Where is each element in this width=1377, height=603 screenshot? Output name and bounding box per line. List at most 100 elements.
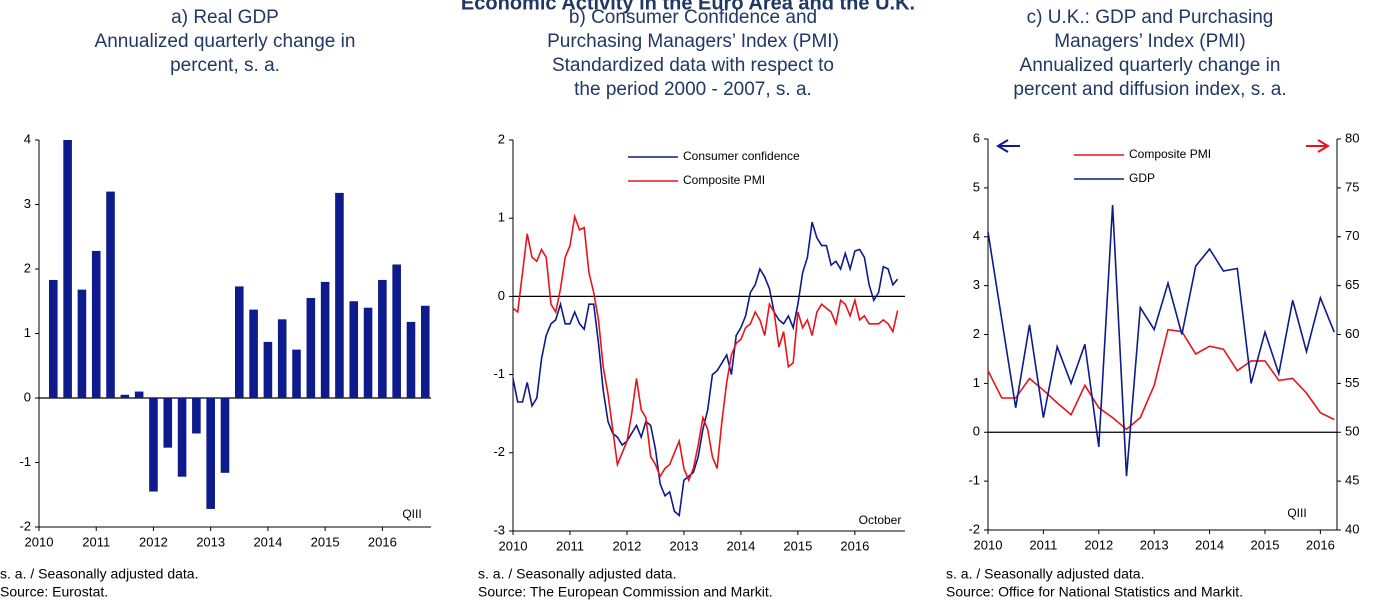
right-axis-arrow xyxy=(1306,139,1330,153)
chart-title: percent, s. a. xyxy=(170,55,280,76)
x-tick-label: 2010 xyxy=(974,537,1003,552)
bar xyxy=(77,289,87,398)
x-tick-label: 2016 xyxy=(840,538,869,553)
footnote: s. a. / Seasonally adjusted data. xyxy=(478,566,676,582)
y-tick-label: 1 xyxy=(498,210,505,225)
x-tick-label: 2014 xyxy=(726,538,755,553)
footnote: Source: Office for National Statistics a… xyxy=(946,584,1243,600)
annotation: QIII xyxy=(402,507,421,521)
legend-label: GDP xyxy=(1129,171,1155,185)
y2-tick-label: 55 xyxy=(1345,375,1359,390)
bar xyxy=(177,398,187,477)
bar xyxy=(292,349,301,398)
y-tick-label: 5 xyxy=(973,179,980,194)
y-tick-label: -2 xyxy=(493,444,505,459)
bar xyxy=(134,391,144,398)
y-tick-label: 3 xyxy=(973,277,980,292)
bar xyxy=(306,298,316,398)
x-tick-label: 2015 xyxy=(783,538,812,553)
bar xyxy=(120,394,130,398)
chart-title: Purchasing Managers’ Index (PMI) xyxy=(547,31,839,52)
x-tick-label: 2015 xyxy=(311,534,340,549)
footnote: s. a. / Seasonally adjusted data. xyxy=(0,566,198,582)
x-tick-label: 2010 xyxy=(25,534,54,549)
x-tick-label: 2015 xyxy=(1251,537,1280,552)
left-axis-arrow xyxy=(996,139,1020,153)
y-tick-label: 0 xyxy=(498,288,505,303)
bar xyxy=(392,264,401,398)
bar xyxy=(349,301,359,398)
chart-title: Standardized data with respect to xyxy=(552,55,834,76)
bar xyxy=(206,398,215,509)
annotation: QIII xyxy=(1287,506,1306,520)
legend-label: Consumer confidence xyxy=(683,149,800,163)
y-tick-label: 4 xyxy=(24,131,31,146)
bar xyxy=(363,307,373,398)
x-tick-label: 2016 xyxy=(368,534,397,549)
bar xyxy=(249,309,258,398)
bar xyxy=(163,398,173,448)
x-tick-label: 2012 xyxy=(139,534,168,549)
bar xyxy=(320,281,330,398)
chart-title: c) U.K.: GDP and Purchasing xyxy=(1027,7,1274,28)
y-tick-label: 2 xyxy=(973,326,980,341)
y-tick-label: 6 xyxy=(973,130,980,145)
series-line xyxy=(512,221,899,517)
bar xyxy=(106,191,115,398)
x-tick-label: 2010 xyxy=(499,538,528,553)
y-tick-label: 2 xyxy=(498,131,505,146)
x-tick-label: 2014 xyxy=(1195,537,1224,552)
bar xyxy=(91,250,101,398)
y2-tick-label: 80 xyxy=(1345,130,1359,145)
x-tick-label: 2014 xyxy=(253,534,282,549)
y2-tick-label: 65 xyxy=(1345,277,1359,292)
y2-tick-label: 70 xyxy=(1345,228,1359,243)
y2-tick-label: 40 xyxy=(1345,521,1359,536)
bar xyxy=(149,398,158,492)
y2-tick-label: 75 xyxy=(1345,179,1359,194)
series-line xyxy=(512,213,899,483)
bar xyxy=(192,398,201,434)
bar xyxy=(335,192,344,398)
chart-title: the period 2000 - 2007, s. a. xyxy=(574,79,812,100)
bar xyxy=(63,140,72,398)
legend-label: Composite PMI xyxy=(683,173,765,187)
bar xyxy=(277,319,287,398)
y-tick-label: -1 xyxy=(19,454,31,469)
chart-title: a) Real GDP xyxy=(171,7,279,28)
y-tick-label: 3 xyxy=(24,196,31,211)
figure-title: Economic Activity in the Euro Area and t… xyxy=(461,0,915,14)
bar xyxy=(378,279,387,398)
footnote: Source: The European Commission and Mark… xyxy=(478,584,773,600)
x-tick-label: 2016 xyxy=(1306,537,1335,552)
y-tick-label: 0 xyxy=(973,424,980,439)
bar xyxy=(406,321,416,398)
x-tick-label: 2013 xyxy=(669,538,698,553)
footnote: s. a. / Seasonally adjusted data. xyxy=(946,566,1144,582)
y-tick-label: -1 xyxy=(968,473,980,488)
y-tick-label: -2 xyxy=(19,518,31,533)
y-tick-label: 0 xyxy=(24,389,31,404)
y-tick-label: 1 xyxy=(973,375,980,390)
y2-tick-label: 45 xyxy=(1345,473,1359,488)
x-tick-label: 2011 xyxy=(1029,537,1057,552)
x-tick-label: 2012 xyxy=(612,538,641,553)
x-tick-label: 2013 xyxy=(196,534,225,549)
x-tick-label: 2013 xyxy=(1140,537,1169,552)
bar xyxy=(420,305,430,398)
series-line xyxy=(987,204,1335,477)
x-tick-label: 2011 xyxy=(556,538,584,553)
bar xyxy=(235,286,244,398)
y-tick-label: 4 xyxy=(973,228,980,243)
chart-title: Managers’ Index (PMI) xyxy=(1054,31,1245,52)
chart-title: b) Consumer Confidence and xyxy=(569,7,817,28)
y-tick-label: -2 xyxy=(968,521,980,536)
chart-title: percent and diffusion index, s. a. xyxy=(1013,79,1286,100)
chart-title: Annualized quarterly change in xyxy=(95,31,356,52)
bar xyxy=(49,279,58,398)
y2-tick-label: 60 xyxy=(1345,326,1359,341)
legend-label: Composite PMI xyxy=(1129,147,1211,161)
annotation: October xyxy=(859,513,902,527)
series-line xyxy=(987,328,1335,431)
